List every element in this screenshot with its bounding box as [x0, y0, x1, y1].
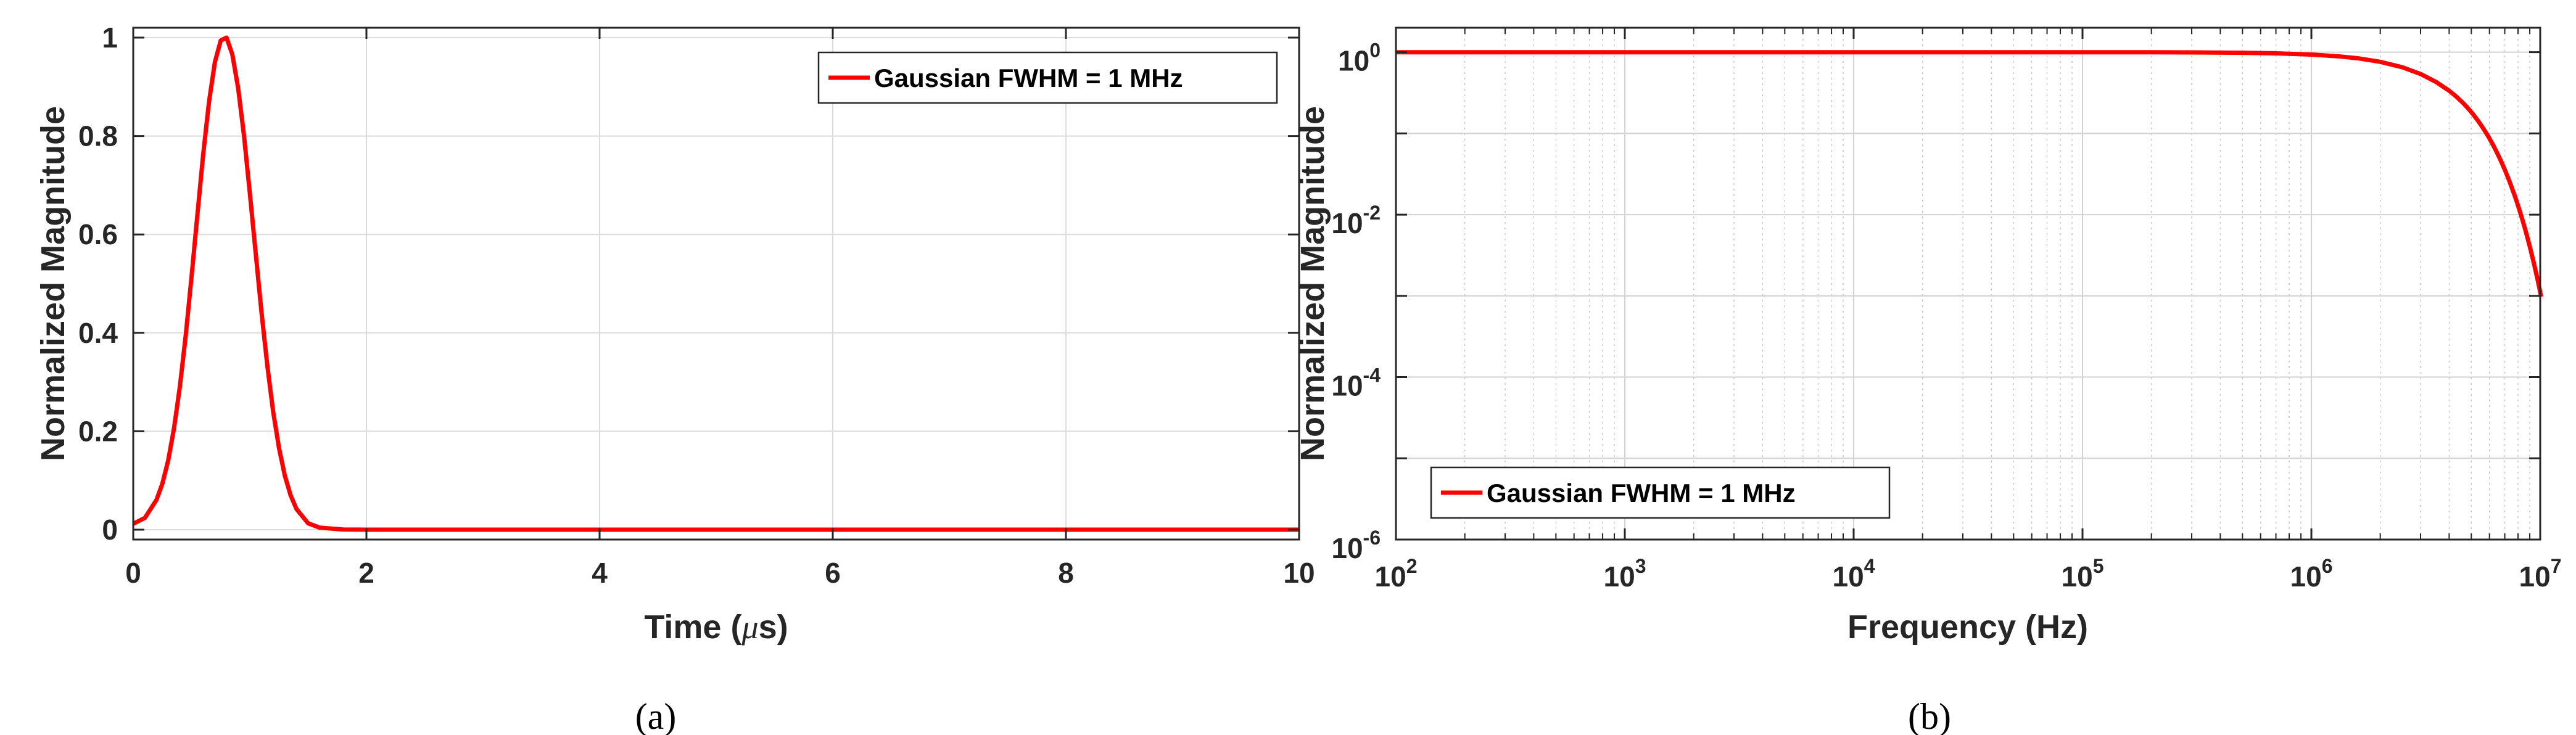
legend-box-a — [817, 51, 1278, 104]
x-tick-label: 105 — [2062, 555, 2104, 593]
series-line — [1396, 50, 2543, 297]
legend-b: Gaussian FWHM = 1 MHz — [1430, 466, 1891, 519]
y-tick-label: 0.2 — [78, 415, 118, 447]
x-tick-label: 4 — [592, 557, 608, 589]
y-axis-label-a: Normalized Magnitude — [35, 106, 72, 461]
ticks-b: 102 103 104 105 106 107 100 10-2 10-4 10-6 — [1331, 28, 2561, 593]
panel-a-chart: 0 2 4 6 8 10 0 0.2 0.4 0.6 0.8 1 Time (μs) Normaliz… — [35, 22, 1315, 735]
legend-label-a: Gaussian FWHM = 1 MHz — [874, 64, 1183, 92]
series-line — [132, 35, 1299, 532]
x-tick-label: 8 — [1058, 557, 1074, 589]
x-axis-label-a: Time (μs) — [644, 609, 788, 646]
series-line-a — [132, 35, 1299, 532]
x-tick-label: 0 — [125, 557, 141, 589]
y-tick-label: 10-6 — [1331, 527, 1381, 564]
plot-area-a — [133, 28, 1299, 540]
y-tick-label: 0.4 — [78, 317, 118, 349]
y-tick-label: 10-4 — [1331, 364, 1381, 402]
ticks-a: 0 2 4 6 8 10 0 0.2 0.4 0.6 0.8 1 — [78, 22, 1315, 589]
axes-box-b — [1395, 27, 2541, 541]
panel-label-b: (b) — [1908, 696, 1951, 735]
y-tick-label: 1 — [102, 22, 118, 54]
x-tick-label: 104 — [1833, 555, 1875, 593]
panel-b-chart: 102 103 104 105 106 107 100 10-2 10-4 10-6 Freque… — [1294, 27, 2561, 735]
y-tick-label: 10-2 — [1331, 202, 1381, 239]
x-tick-label: 102 — [1375, 555, 1418, 593]
x-tick-label: 107 — [2519, 555, 2562, 593]
x-tick-label: 2 — [358, 557, 374, 589]
x-axis-label-b: Frequency (Hz) — [1847, 609, 2088, 646]
axes-box-a — [132, 27, 1300, 541]
y-tick-label: 0 — [102, 514, 118, 546]
series-line-b — [1396, 50, 2543, 297]
y-tick-label: 100 — [1338, 39, 1381, 77]
y-axis-label-b: Normalized Magnitude — [1294, 106, 1331, 461]
y-tick-label: 0.8 — [78, 120, 118, 152]
panel-label-a: (a) — [635, 696, 677, 735]
x-tick-label: 103 — [1604, 555, 1646, 593]
x-tick-label: 106 — [2290, 555, 2333, 593]
plot-area-b — [1396, 28, 2540, 540]
legend-a: Gaussian FWHM = 1 MHz — [817, 51, 1278, 104]
legend-box-b — [1430, 466, 1891, 519]
x-tick-label: 6 — [825, 557, 841, 589]
x-tick-label: 10 — [1283, 557, 1315, 589]
legend-label-b: Gaussian FWHM = 1 MHz — [1487, 478, 1796, 507]
y-tick-label: 0.6 — [78, 218, 118, 250]
